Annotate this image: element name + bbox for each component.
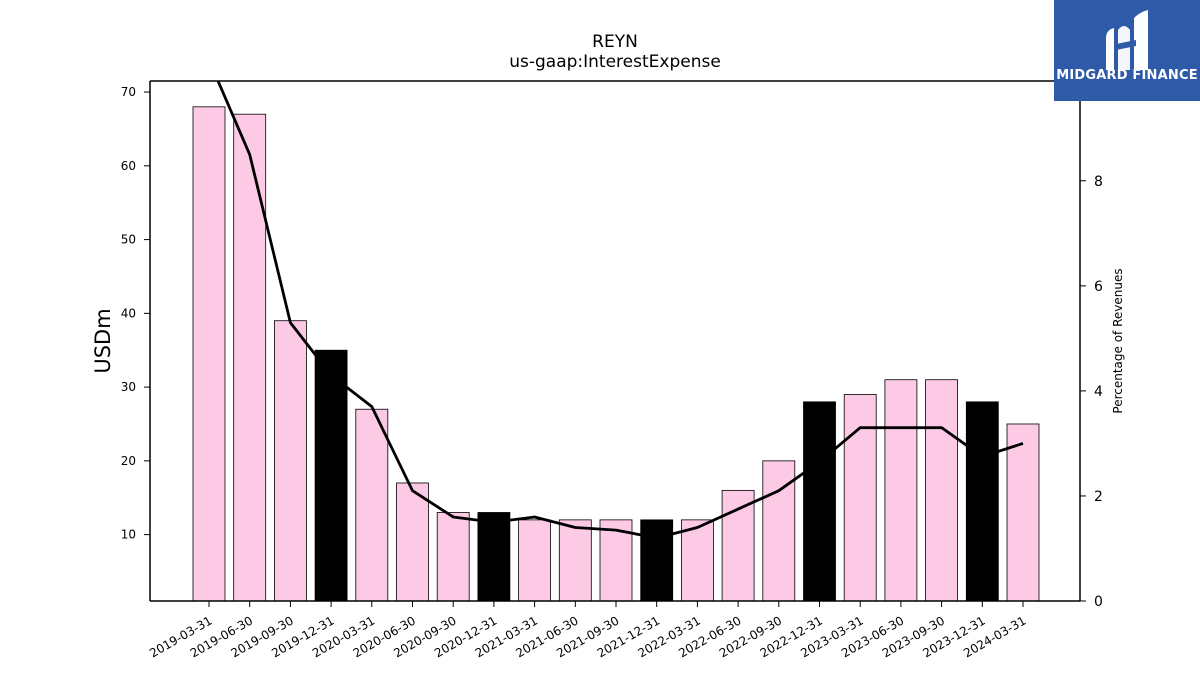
y2-tick-label: 8 [1094,174,1103,190]
y-tick-label: 60 [121,159,136,173]
bar-2022-12-31 [803,401,836,602]
y2-axis-label: Percentage of Revenues [1111,268,1125,413]
y2-tick-label: 6 [1094,279,1103,295]
bar-2023-06-30 [884,379,918,602]
bar-2023-12-31 [965,401,999,602]
bar-2020-03-31 [355,408,389,602]
bar-2020-12-31 [477,512,511,602]
chart-subtitle: us-gaap:InterestExpense [509,52,721,72]
bar-2021-12-31 [640,519,674,602]
y-axis-label: USDm [91,308,115,373]
bar-2019-06-30 [233,113,267,602]
y2-tick-label: 4 [1094,384,1103,400]
bar-2023-03-31 [843,394,877,602]
logo-mark-icon [1106,10,1148,70]
bar-2022-06-30 [721,489,755,602]
y-tick-label: 10 [121,528,136,542]
bar-2021-03-31 [518,519,551,602]
bar-2023-09-30 [925,379,958,602]
y2-tick-label: 0 [1094,594,1103,610]
bar-2021-06-30 [558,519,592,602]
logo: MIDGARD FINANCE [1054,0,1200,101]
y2-tick-label: 2 [1094,489,1103,505]
bar-2022-03-31 [681,519,714,602]
bar-2020-09-30 [436,512,470,602]
bar-2024-03-31 [1006,423,1040,602]
y-tick-label: 50 [121,233,136,247]
chart-title: REYN [592,32,638,52]
y-tick-label: 40 [121,306,136,320]
y-tick-label: 70 [121,85,136,99]
bar-2019-03-31 [192,106,226,602]
y-tick-label: 20 [121,454,136,468]
bar-2019-09-30 [273,320,307,602]
bar-2019-12-31 [314,349,348,602]
percentage-line [216,81,1024,540]
y-tick-label: 30 [121,380,136,394]
bar-2020-06-30 [396,482,429,602]
logo-name: MIDGARD FINANCE [1056,68,1198,83]
